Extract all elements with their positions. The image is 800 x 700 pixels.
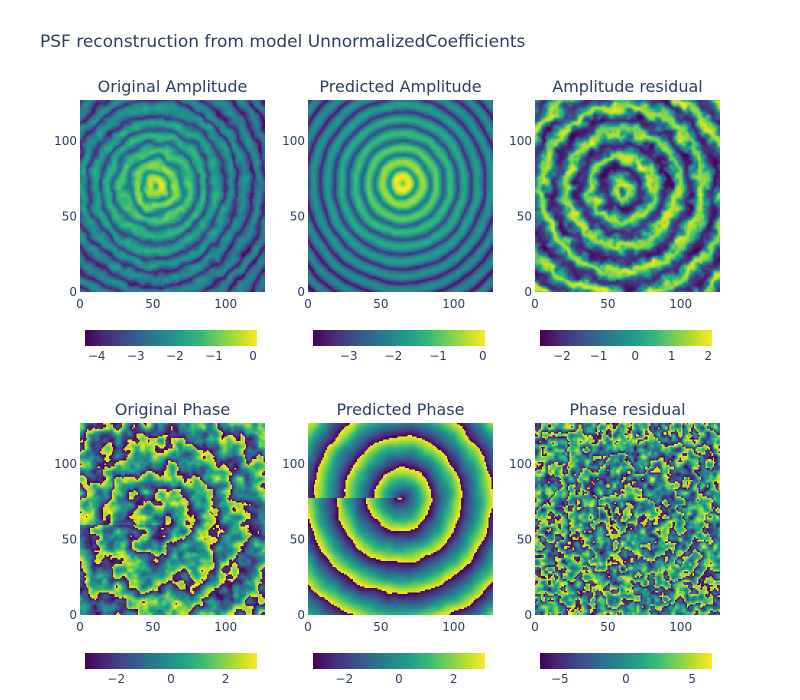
subplot-4: Original Phase 0 50 100 0 50 100 −2 0 2 [54, 400, 265, 686]
colorbar [85, 653, 257, 669]
x-tick-label: 50 [600, 297, 615, 311]
x-tick-label: 100 [669, 620, 692, 634]
x-tick-label: 100 [669, 297, 692, 311]
colorbar-tick-label: −2 [553, 349, 571, 363]
y-tick-label: 50 [517, 209, 532, 223]
x-tick-label: 100 [442, 297, 465, 311]
subplot-title: Predicted Phase [337, 400, 465, 419]
colorbar-tick-label: 0 [167, 672, 175, 686]
figure-title: PSF reconstruction from model Unnormaliz… [40, 32, 526, 52]
y-tick-label: 100 [509, 457, 532, 471]
colorbar-tick-label: 2 [222, 672, 230, 686]
x-tick-label: 0 [531, 620, 539, 634]
x-tick-label: 50 [600, 620, 615, 634]
heatmap-image [535, 100, 720, 292]
colorbar-tick-label: −2 [107, 672, 125, 686]
subplot-title: Predicted Amplitude [319, 77, 481, 96]
x-tick-label: 50 [373, 620, 388, 634]
subplot-title: Original Phase [115, 400, 230, 419]
colorbar-tick-label: 0 [249, 349, 257, 363]
colorbar-tick-label: 2 [450, 672, 458, 686]
colorbar [313, 653, 485, 669]
y-tick-label: 50 [62, 532, 77, 546]
x-tick-label: 0 [531, 297, 539, 311]
subplot-3: Amplitude residual 0 50 100 0 50 100 −2 −1 0 1 2 [509, 77, 720, 363]
colorbar-tick-label: 1 [668, 349, 676, 363]
x-tick-label: 50 [145, 620, 160, 634]
colorbar-tick-label: 2 [705, 349, 713, 363]
colorbar-tick-label: 0 [631, 349, 639, 363]
heatmap-image [80, 100, 265, 292]
y-tick-label: 100 [509, 134, 532, 148]
y-tick-label: 100 [282, 134, 305, 148]
colorbar [540, 653, 712, 669]
y-tick-label: 100 [282, 457, 305, 471]
subplot-1: Original Amplitude 0 50 100 0 50 100 −4 −3 −2 −1 0 [54, 77, 265, 363]
subplot-title: Amplitude residual [552, 77, 702, 96]
x-tick-label: 0 [304, 297, 312, 311]
colorbar-tick-label: 0 [395, 672, 403, 686]
colorbar-tick-label: −1 [590, 349, 608, 363]
colorbar-tick-label: −1 [205, 349, 223, 363]
y-tick-label: 50 [62, 209, 77, 223]
colorbar-tick-label: −3 [127, 349, 145, 363]
colorbar-tick-label: −5 [551, 672, 569, 686]
y-tick-label: 0 [297, 285, 305, 299]
colorbar-tick-label: −2 [335, 672, 353, 686]
x-tick-label: 0 [76, 297, 84, 311]
y-tick-label: 100 [54, 457, 77, 471]
y-tick-label: 0 [69, 285, 77, 299]
y-tick-label: 0 [524, 608, 532, 622]
subplot-5: Predicted Phase 0 50 100 0 50 100 −2 0 2 [282, 400, 493, 686]
heatmap-image [80, 423, 265, 615]
colorbar-tick-label: 5 [688, 672, 696, 686]
y-tick-label: 0 [524, 285, 532, 299]
colorbar-tick-label: 0 [479, 349, 487, 363]
heatmap-image [308, 423, 493, 615]
colorbar-tick-label: −2 [166, 349, 184, 363]
y-tick-label: 50 [290, 209, 305, 223]
x-tick-label: 0 [304, 620, 312, 634]
x-tick-label: 100 [442, 620, 465, 634]
y-tick-label: 0 [69, 608, 77, 622]
y-tick-label: 100 [54, 134, 77, 148]
colorbar [85, 330, 257, 346]
x-tick-label: 50 [373, 297, 388, 311]
subplot-title: Phase residual [569, 400, 685, 419]
y-tick-label: 50 [290, 532, 305, 546]
colorbar-tick-label: 0 [622, 672, 630, 686]
colorbar [313, 330, 485, 346]
subplot-2: Predicted Amplitude 0 50 100 0 50 100 −3 −2 −1 0 [282, 77, 493, 363]
subplot-title: Original Amplitude [98, 77, 248, 96]
y-tick-label: 50 [517, 532, 532, 546]
x-tick-label: 100 [214, 620, 237, 634]
colorbar-tick-label: −2 [385, 349, 403, 363]
y-tick-label: 0 [297, 608, 305, 622]
heatmap-image [535, 423, 720, 615]
colorbar-tick-label: −1 [429, 349, 447, 363]
subplot-6: Phase residual 0 50 100 0 50 100 −5 0 5 [509, 400, 720, 686]
heatmap-image [308, 100, 493, 292]
colorbar-tick-label: −4 [88, 349, 106, 363]
x-tick-label: 0 [76, 620, 84, 634]
x-tick-label: 50 [145, 297, 160, 311]
x-tick-label: 100 [214, 297, 237, 311]
colorbar [540, 330, 712, 346]
colorbar-tick-label: −3 [340, 349, 358, 363]
